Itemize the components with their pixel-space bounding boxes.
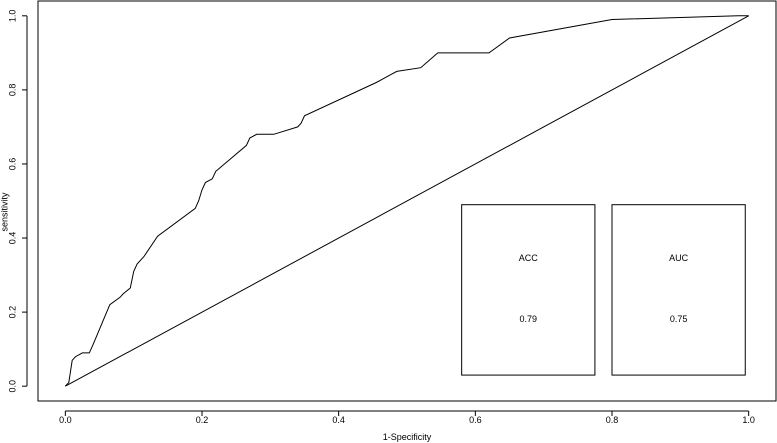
annotation-label: ACC (519, 253, 539, 263)
annotation-value: 0.75 (670, 314, 688, 324)
series-layer (64, 15, 749, 387)
y-tick-label: 0.8 (7, 84, 17, 97)
y-tick-label: 0.6 (7, 158, 17, 171)
x-axis: 0.0 0.2 0.4 0.6 0.8 1.0 (59, 410, 755, 425)
roc-curve-line (64, 15, 749, 387)
x-tick-label: 0.8 (606, 415, 619, 425)
y-tick-label: 0.2 (7, 306, 17, 319)
annotation-layer: ACC 0.79 AUC 0.75 (461, 204, 746, 376)
annotation-box-auc (611, 204, 746, 376)
annotation-box-acc (461, 204, 596, 376)
annotation-label: AUC (669, 253, 689, 263)
y-tick-label: 1.0 (7, 10, 17, 23)
y-tick-label: 0.4 (7, 232, 17, 245)
reference-diagonal-line (65, 15, 749, 387)
y-axis-label: sensitivity (0, 192, 9, 232)
x-tick-label: 0.6 (469, 415, 482, 425)
x-tick-label: 0.4 (332, 415, 345, 425)
y-tick-label: 0.0 (7, 380, 17, 393)
x-tick-label: 1.0 (742, 415, 755, 425)
y-axis: 0.0 0.2 0.4 0.6 0.8 1.0 (7, 10, 28, 393)
annotation-value: 0.79 (520, 314, 538, 324)
x-tick-label: 0.2 (196, 415, 209, 425)
x-tick-label: 0.0 (59, 415, 72, 425)
plot-frame (37, 0, 777, 402)
x-axis-label: 1-Specificity (383, 432, 432, 442)
